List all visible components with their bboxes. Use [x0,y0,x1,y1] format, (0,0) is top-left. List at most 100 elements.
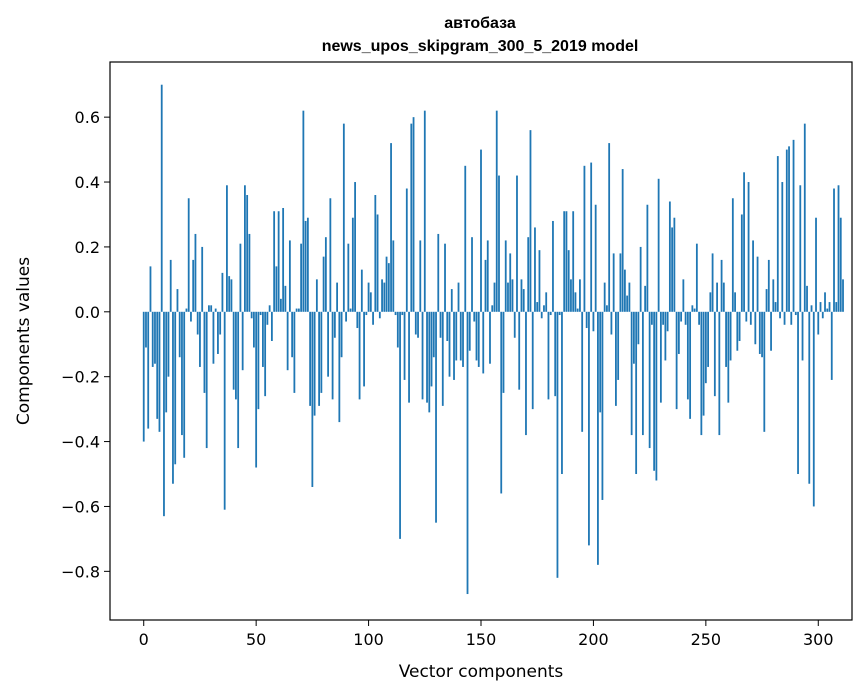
bar [635,311,638,475]
bar [309,311,312,406]
bar [833,188,835,312]
bar [336,282,338,312]
bar [401,311,404,316]
bar [464,165,467,312]
bar [507,282,509,312]
bar [360,269,363,312]
bar [302,110,305,312]
bar [291,311,294,358]
y-axis-label: Components values [14,257,34,425]
bar [205,311,208,449]
bar [331,311,334,400]
bar [163,311,165,517]
bar [266,311,269,325]
bar [770,311,772,351]
bar [641,311,644,436]
bar [806,285,808,312]
bar [306,217,309,312]
bar [646,204,649,312]
bar [592,311,595,332]
bar [700,311,703,436]
x-tick-label: 0 [139,630,149,649]
bar [659,311,662,403]
bar [520,279,523,312]
bar [491,305,494,312]
bar [686,311,689,400]
x-axis-ticks: 0 50 100 150 200 250 300 [139,620,834,649]
bar [455,311,458,361]
bar [439,311,442,338]
bar [511,279,514,312]
bar [468,311,471,351]
bar [297,308,300,312]
bar [792,139,795,312]
bar [612,253,615,312]
bar [776,156,779,312]
bar [387,263,390,312]
x-axis-label: Vector components [399,662,564,682]
bar [736,311,739,351]
bar [342,123,345,312]
bar [351,217,354,312]
bar [590,162,593,312]
bar [650,311,653,325]
bar [720,259,723,312]
bar [837,185,840,312]
bar [142,311,145,442]
bar [324,237,327,312]
bar [556,311,559,578]
bar [381,279,383,312]
bar [214,308,217,312]
bar [217,311,219,354]
bar [356,311,359,329]
bar [824,292,826,312]
bar [767,259,770,312]
bar [671,227,674,312]
bar [475,311,478,361]
bar [538,250,541,312]
bar [552,220,554,312]
bar [365,311,368,316]
bar [835,302,838,312]
bar [412,117,415,312]
bar [615,311,617,406]
bar [821,311,824,319]
bar [531,311,534,410]
bar [340,311,343,358]
bar [149,266,152,312]
bar [747,182,750,312]
bar [500,311,503,494]
bar [601,311,604,500]
bar [232,311,235,390]
bar [729,311,732,361]
bar [430,311,433,387]
bar [547,311,550,400]
bar [183,311,186,458]
bar [745,311,748,322]
bar [628,282,631,312]
bar [444,243,446,312]
bar [504,240,507,312]
bar [752,240,754,312]
bar [754,311,757,345]
bar [662,311,665,325]
bar [785,149,788,312]
bar [226,185,228,312]
bar [758,311,761,354]
y-tick-label: −0.4 [61,433,100,452]
bar [169,259,172,312]
bar [810,305,813,312]
x-tick-label: 250 [691,630,722,649]
y-tick-label: 0.2 [75,238,100,257]
bar [237,311,240,449]
bar [212,311,215,364]
bar [545,292,548,312]
bar [315,279,318,312]
bar [421,311,424,400]
bar [235,311,237,400]
bar [630,311,633,436]
bar [374,195,377,312]
bar [684,311,687,325]
bar [817,311,820,335]
bar [624,269,626,312]
